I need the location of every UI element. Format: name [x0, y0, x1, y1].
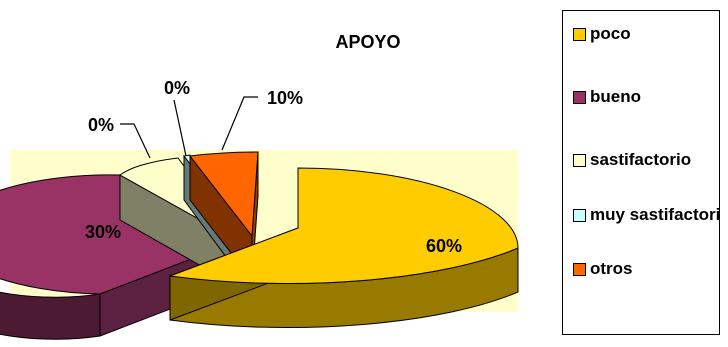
- data-label-sastifactorio: 0%: [88, 115, 114, 135]
- legend-swatch-sastifactorio: [573, 154, 586, 167]
- legend-label-bueno: bueno: [590, 87, 641, 106]
- legend-item-sastifactorio: sastifactorio: [573, 149, 719, 171]
- data-label-otros: 10%: [267, 88, 303, 108]
- data-label-bueno: 30%: [85, 222, 121, 242]
- leader-lines: [120, 96, 258, 159]
- legend-item-bueno: bueno: [573, 86, 719, 108]
- data-label-poco: 60%: [426, 236, 462, 256]
- legend-item-muy-sastifactorio: muy sastifactorio: [573, 204, 720, 226]
- slice-bueno-top: [0, 174, 232, 295]
- legend-label-muy-sastifactorio: muy sastifactorio: [590, 205, 720, 224]
- data-label-muy-sastifactorio: 0%: [164, 78, 190, 98]
- legend-item-otros: otros: [573, 258, 719, 280]
- legend-swatch-otros: [573, 263, 586, 276]
- legend-swatch-poco: [573, 28, 586, 41]
- legend-label-poco: poco: [590, 24, 631, 43]
- legend: poco bueno sastifactorio muy sastifactor…: [562, 10, 720, 335]
- slice-poco: [169, 167, 519, 329]
- legend-swatch-muy-sastifactorio: [573, 209, 586, 222]
- legend-item-poco: poco: [573, 23, 719, 45]
- legend-label-otros: otros: [590, 259, 633, 278]
- legend-swatch-bueno: [573, 91, 586, 104]
- slice-poco-top: [169, 167, 519, 285]
- slice-otros-top: [189, 151, 259, 238]
- chart-title: APOYO: [335, 32, 400, 52]
- leader-line-otros: [221, 96, 258, 151]
- slices: [0, 151, 519, 340]
- leader-line-sastifactorio: [120, 123, 151, 159]
- leader-line-muy-sastifactorio: [173, 99, 187, 157]
- legend-label-sastifactorio: sastifactorio: [590, 150, 692, 169]
